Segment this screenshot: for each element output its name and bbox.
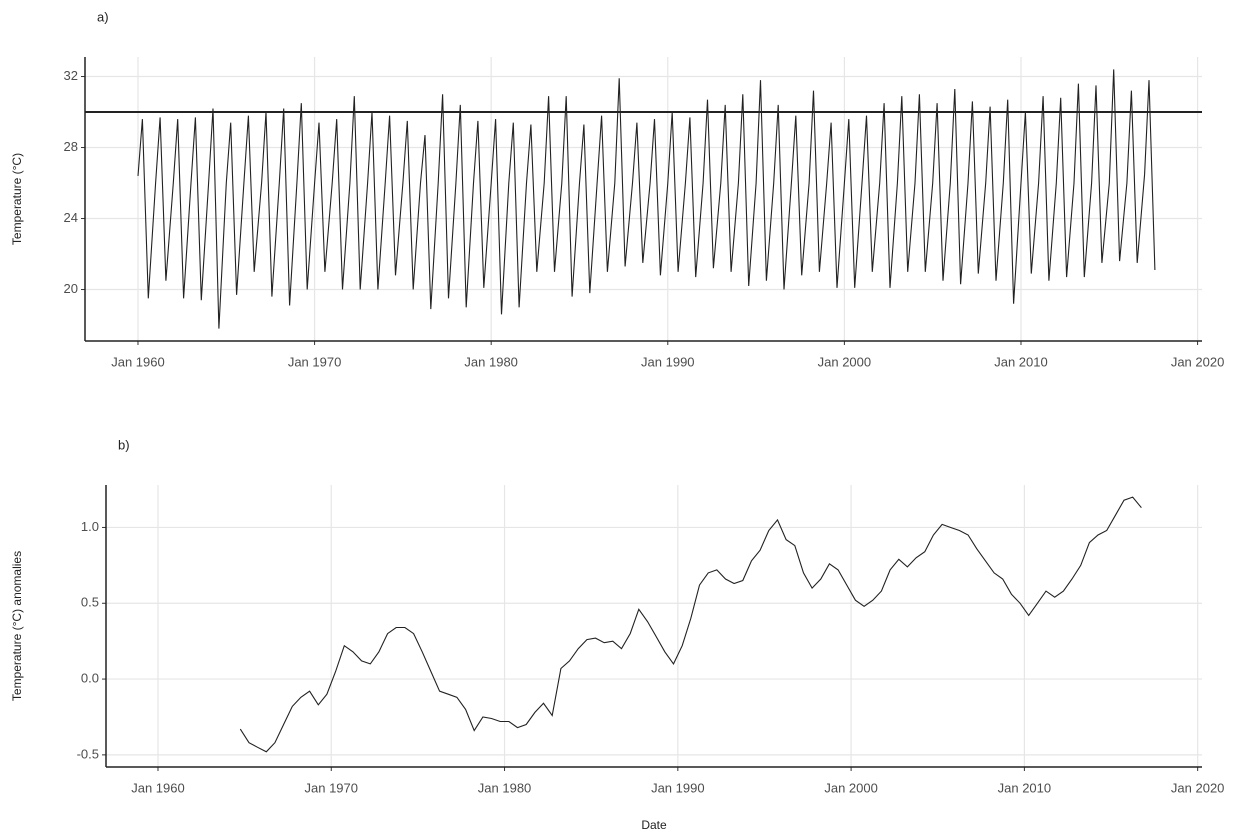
x-tick-label: Jan 2020: [1171, 780, 1225, 795]
x-axis-label: Date: [641, 818, 667, 832]
x-tick-label: Jan 2010: [998, 780, 1052, 795]
x-tick-label: Jan 2020: [1171, 354, 1225, 369]
x-tick-label: Jan 1980: [478, 780, 532, 795]
data-line: [239, 496, 1142, 753]
y-tick-label: 0.0: [81, 671, 99, 686]
x-tick-label: Jan 1970: [305, 780, 359, 795]
y-tick-label: 24: [64, 210, 78, 225]
y-axis-label: Temperature (°C) anomalies: [10, 551, 24, 701]
y-tick-label: 28: [64, 139, 78, 154]
panel-label: b): [118, 437, 130, 452]
y-tick-label: 32: [64, 68, 78, 83]
y-tick-label: 20: [64, 281, 78, 296]
x-tick-label: Jan 2010: [994, 354, 1048, 369]
panel-label: a): [97, 9, 109, 24]
x-tick-label: Jan 1960: [111, 354, 165, 369]
y-tick-label: 0.5: [81, 595, 99, 610]
y-tick-label: 1.0: [81, 519, 99, 534]
x-tick-label: Jan 1980: [464, 354, 518, 369]
x-tick-label: Jan 1990: [641, 354, 695, 369]
x-tick-label: Jan 1960: [131, 780, 185, 795]
x-tick-label: Jan 2000: [818, 354, 872, 369]
x-tick-label: Jan 2000: [824, 780, 878, 795]
y-axis-label: Temperature (°C): [10, 153, 24, 245]
y-tick-label: -0.5: [77, 746, 99, 761]
data-line: [137, 69, 1156, 329]
x-tick-label: Jan 1990: [651, 780, 705, 795]
x-tick-label: Jan 1970: [288, 354, 342, 369]
